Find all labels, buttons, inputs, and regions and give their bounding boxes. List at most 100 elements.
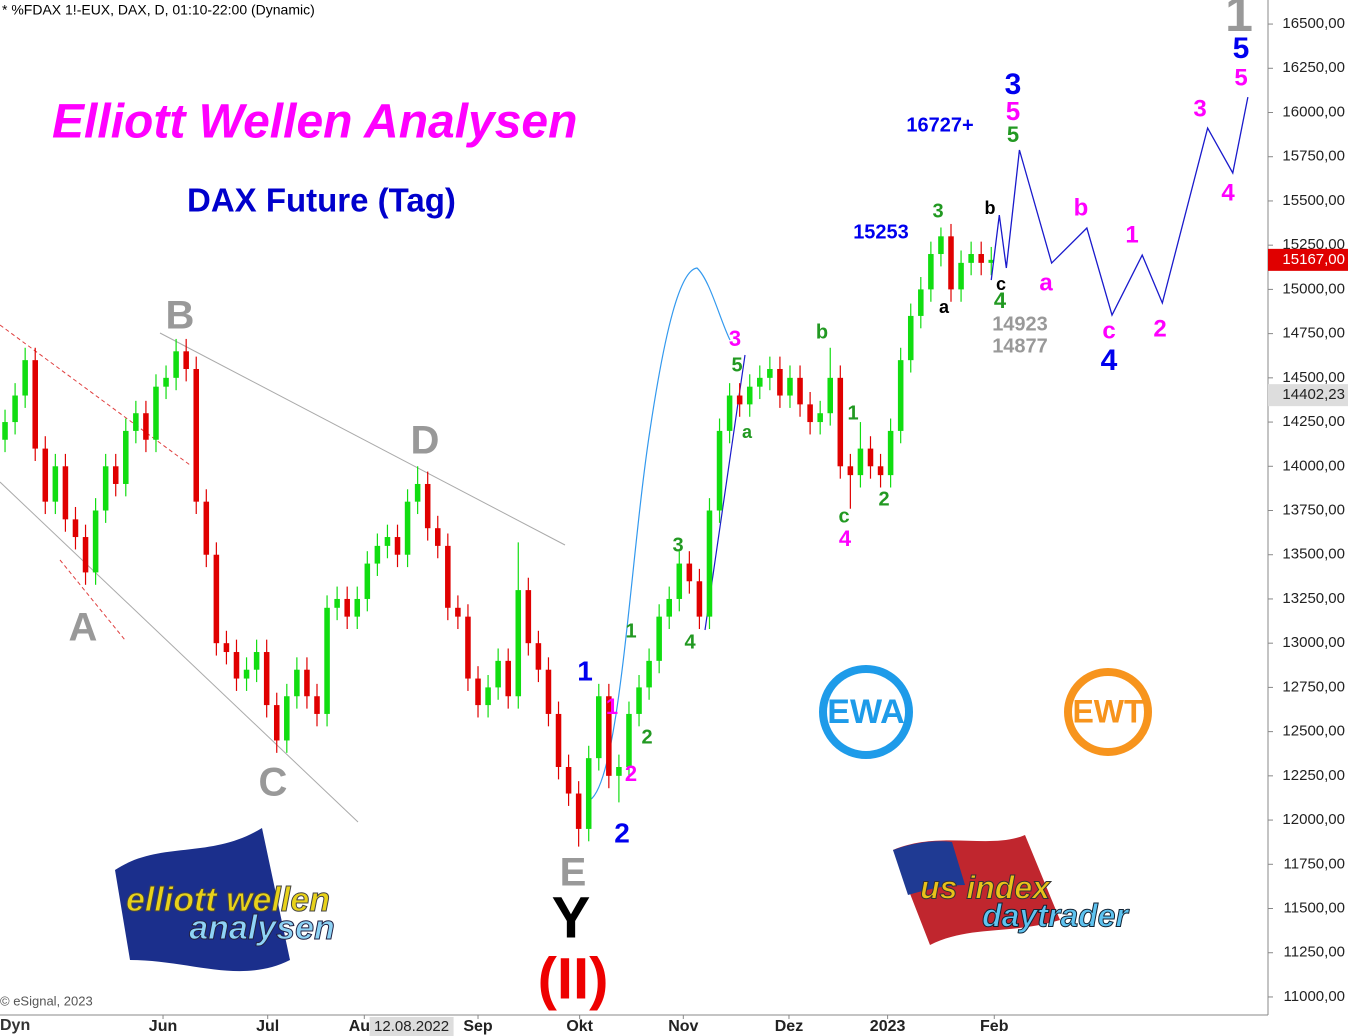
wave-label: A	[69, 606, 98, 650]
candle-body	[726, 395, 733, 431]
candle-body	[304, 669, 310, 697]
elliott-logo: elliott wellen analysen	[115, 828, 335, 972]
wave-label: 16727+	[906, 114, 973, 136]
wave-label: 3	[932, 200, 943, 222]
wave-label: b	[1074, 194, 1089, 221]
x-tick-label: Jun	[149, 1018, 177, 1035]
candle-body	[807, 404, 813, 423]
candle-body	[968, 254, 974, 263]
wave-label: 5	[731, 354, 742, 376]
y-tick-label: 16500,00	[1282, 15, 1345, 32]
credit: © eSignal, 2023	[0, 993, 93, 1008]
candle-body	[324, 607, 330, 714]
logo-flag	[115, 828, 290, 972]
wave-label: 5	[1006, 96, 1020, 126]
candle-body	[173, 351, 179, 378]
candle-body	[555, 713, 562, 767]
candle-body	[344, 598, 350, 617]
wave-label: b	[985, 198, 996, 218]
candle-body	[958, 262, 964, 290]
candle-body	[706, 510, 713, 617]
y-tick-label: 15750,00	[1282, 148, 1345, 165]
wave-label: a	[939, 297, 950, 317]
wave-label: 4	[839, 526, 852, 551]
wave-label: c	[996, 274, 1006, 294]
candle-body	[626, 713, 632, 767]
wave-label: 2	[878, 488, 889, 510]
y-tick-label: 13000,00	[1282, 634, 1345, 651]
candle-body	[686, 563, 693, 582]
wave-label: D	[411, 419, 440, 463]
wave-label: E	[560, 851, 587, 895]
chart-title: Elliott Wellen Analysen	[52, 96, 577, 149]
wave-label: 5	[1007, 122, 1019, 147]
wave-label: 2	[625, 761, 637, 786]
y-tick-label: 12750,00	[1282, 678, 1345, 695]
wave-label: 4	[1221, 179, 1235, 206]
candle-body	[133, 413, 139, 431]
candle-body	[988, 259, 995, 263]
trend-line	[159, 332, 566, 546]
wave-label: 14923	[992, 313, 1048, 335]
x-tick-label: Feb	[980, 1018, 1009, 1035]
candle-body	[505, 660, 511, 697]
candle-body	[867, 448, 874, 467]
candle-body	[565, 766, 572, 794]
logo-text: analysen	[189, 909, 335, 947]
y-tick-label: 13250,00	[1282, 590, 1345, 607]
wave-label: 3	[729, 326, 741, 351]
candle-body	[847, 466, 854, 476]
candle-body	[676, 563, 683, 599]
x-tick-label: Nov	[668, 1018, 698, 1035]
y-tick-label: 11750,00	[1284, 855, 1345, 872]
wave-label: a	[742, 422, 753, 442]
candle-body	[575, 793, 582, 829]
wave-label: 2	[641, 726, 652, 748]
candle-body	[877, 466, 884, 476]
candle-body	[233, 652, 240, 679]
y-tick-label: 13500,00	[1282, 546, 1345, 563]
candle-body	[857, 448, 864, 476]
x-tick-label: 2023	[870, 1018, 906, 1035]
candle-body	[22, 360, 28, 396]
candle-body	[374, 545, 381, 564]
y-tick-label: 12500,00	[1282, 723, 1345, 740]
logo-flag	[893, 841, 965, 895]
y-tick-label: 11500,00	[1284, 899, 1345, 916]
candle-body	[334, 598, 340, 608]
candle-body	[12, 395, 18, 423]
logo-text: EWT	[1072, 693, 1144, 729]
candle-body	[434, 528, 441, 546]
price-tag	[1268, 248, 1348, 271]
candle-body	[485, 687, 491, 706]
candle-body	[284, 696, 290, 741]
candle-body	[545, 669, 552, 714]
candle-body	[2, 422, 8, 440]
price-tag	[1268, 384, 1348, 407]
y-tick-label: 15000,00	[1282, 280, 1345, 297]
candle-body	[52, 466, 59, 502]
wave-label: (II)	[538, 946, 609, 1011]
y-tick-label: 14500,00	[1282, 369, 1345, 386]
candle-body	[163, 377, 169, 387]
x-tick-label: Dez	[775, 1018, 803, 1035]
candle-body	[82, 537, 89, 573]
candle-body	[394, 537, 401, 555]
candle-body	[123, 430, 129, 484]
wave-label: 5	[1234, 64, 1247, 91]
candle-body	[827, 377, 834, 414]
candle-body	[273, 705, 280, 741]
candle-body	[918, 289, 924, 316]
y-tick-label: 16250,00	[1282, 59, 1345, 76]
chart-subtitle: DAX Future (Tag)	[187, 182, 456, 219]
candle-body	[72, 519, 79, 538]
wave-label: 4	[994, 288, 1007, 313]
candle-body	[666, 598, 672, 617]
candle-body	[455, 607, 461, 617]
candle-body	[143, 413, 149, 440]
candle-body	[354, 598, 361, 617]
us-logo: us index daytrader	[893, 835, 1130, 945]
candle-body	[495, 660, 501, 688]
wave-label: 3	[1193, 95, 1206, 122]
wave-label: 4	[1101, 344, 1118, 377]
